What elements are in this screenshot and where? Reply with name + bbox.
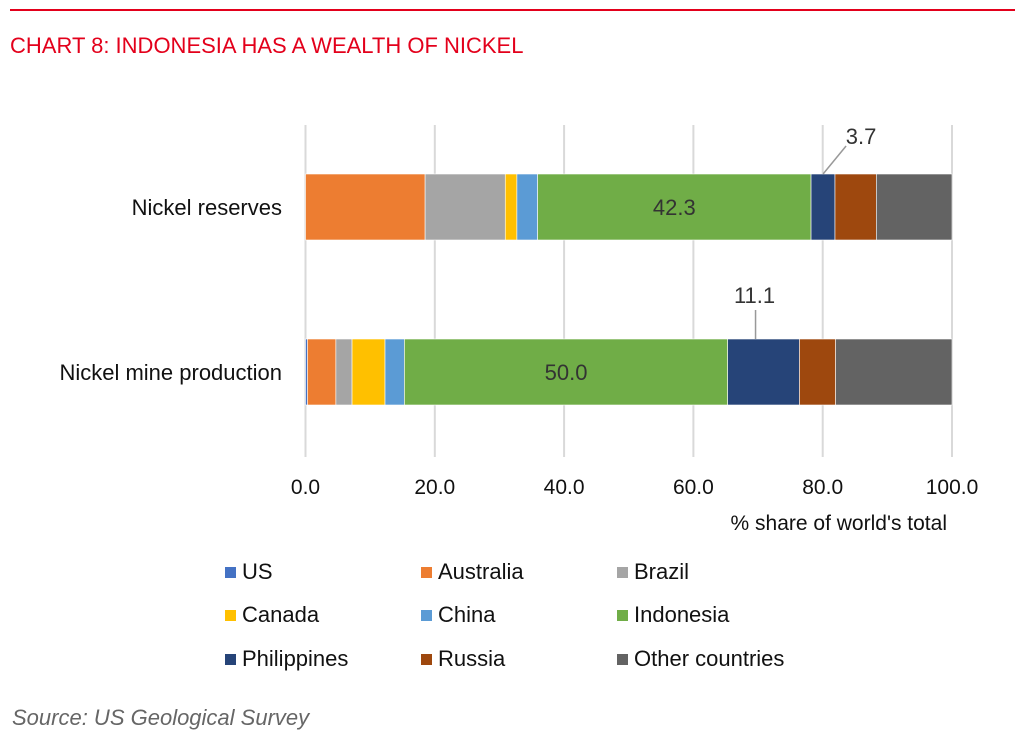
legend-label: Philippines: [242, 646, 349, 671]
bar-segment-brazil: [424, 173, 506, 241]
data-label: 42.3: [653, 195, 696, 220]
bar-segment-australia: [305, 173, 426, 241]
x-tick-label: 0.0: [291, 476, 320, 499]
legend-label: Other countries: [634, 646, 785, 671]
data-label: 3.7: [846, 124, 877, 149]
callout-line: [822, 145, 847, 175]
legend-item: Canada: [225, 602, 319, 628]
top-rule: [10, 9, 1015, 11]
bar-segment-indonesia: [537, 173, 812, 241]
bar-segment-other-countries: [876, 173, 953, 241]
x-tick-label: 100.0: [926, 476, 979, 499]
legend-swatch: [617, 653, 628, 665]
legend-item: Indonesia: [617, 602, 729, 628]
bar-segment-russia: [834, 173, 877, 241]
legend-swatch: [225, 566, 236, 578]
bar-segment-philippines: [810, 173, 836, 241]
x-tick-label: 40.0: [544, 476, 585, 499]
legend-swatch: [225, 609, 236, 621]
legend-item: Australia: [421, 559, 524, 585]
bar-segment-philippines: [727, 338, 800, 406]
bar-segment-canada: [351, 338, 386, 406]
legend-item: Other countries: [617, 646, 784, 672]
legend-item: Russia: [421, 646, 505, 672]
legend-swatch: [421, 566, 432, 578]
legend-swatch: [617, 566, 628, 578]
stacked-bar-chart: 0.0 20.0 40.0 60.0 80.0 100.0 % share of world…: [59, 124, 979, 535]
legend-swatch: [421, 609, 432, 621]
legend-swatch: [617, 609, 628, 621]
data-label: 11.1: [734, 283, 775, 308]
legend-label: Russia: [438, 646, 506, 671]
legend-item: China: [421, 602, 495, 628]
legend-item: US: [225, 559, 273, 585]
legend-swatch: [421, 653, 432, 665]
legend-label: Indonesia: [634, 602, 730, 627]
bar-segment-australia: [307, 338, 337, 406]
legend-label: US: [242, 559, 273, 584]
legend-label: Brazil: [634, 559, 690, 584]
source-note: Source: US Geological Survey: [12, 705, 310, 730]
legend-label: Australia: [438, 559, 524, 584]
chart-title: CHART 8: INDONESIA HAS A WEALTH OF NICKE…: [10, 33, 524, 58]
bar-segment-other-countries: [835, 338, 953, 406]
legend-item: Philippines: [225, 646, 348, 672]
category-label: Nickel reserves: [132, 195, 282, 220]
bar-segment-canada: [504, 173, 518, 241]
x-tick-label: 20.0: [414, 476, 455, 499]
legend-item: Brazil: [617, 559, 689, 585]
bar-segment-china: [384, 338, 405, 406]
bar-segment-brazil: [335, 338, 353, 406]
x-axis-label: % share of world's total: [731, 512, 947, 535]
category-label: Nickel mine production: [59, 360, 282, 385]
legend-swatch: [225, 653, 236, 665]
bar-segment-russia: [799, 338, 836, 406]
bar-segment-indonesia: [404, 338, 728, 406]
legend-label: Canada: [242, 602, 320, 627]
x-tick-label: 80.0: [802, 476, 843, 499]
legend-label: China: [438, 602, 496, 627]
x-tick-label: 60.0: [673, 476, 714, 499]
data-label: 50.0: [545, 360, 588, 385]
bar-segment-china: [516, 173, 538, 241]
